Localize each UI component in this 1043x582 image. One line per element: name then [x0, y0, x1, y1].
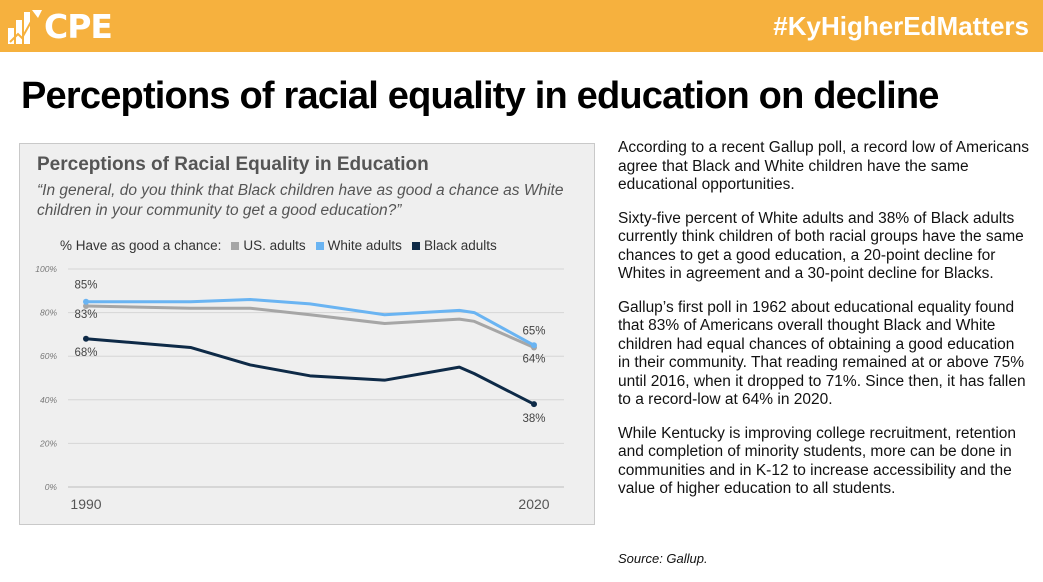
source-note: Source: Gallup.: [618, 551, 708, 566]
page-title: Perceptions of racial equality in educat…: [21, 75, 939, 117]
data-label-black-adults: 38%: [522, 413, 545, 425]
data-label-white-adults: 65%: [522, 325, 545, 337]
chart-panel: Perceptions of Racial Equality in Educat…: [19, 143, 595, 525]
legend-label-black-adults: Black adults: [423, 238, 497, 253]
y-tick-label: 80%: [40, 308, 57, 318]
body-paragraph-3: Gallup’s first poll in 1962 about educat…: [618, 298, 1026, 409]
series-line-black-adults: [85, 337, 535, 406]
data-point-black-adults: [531, 401, 537, 408]
data-point-us-adults: [83, 303, 89, 310]
cpe-logo-icon: [8, 10, 42, 44]
data-point-white-adults: [83, 298, 89, 305]
line-chart: 0% 20% 40% 60% 80% 100% 1990 2020 83% 64% 85% 65% 68…: [35, 264, 564, 512]
data-point-black-adults: [83, 335, 89, 342]
legend-prefix: % Have as good a chance:: [60, 238, 222, 253]
series-line-white-adults: [86, 298, 535, 347]
body-paragraph-1: According to a recent Gallup poll, a rec…: [618, 139, 1029, 193]
logo-text: CPE: [44, 7, 113, 46]
data-label-white-adults: 85%: [74, 280, 97, 292]
chart-title: Perceptions of Racial Equality in Educat…: [37, 154, 429, 175]
data-point-white-adults: [531, 342, 537, 349]
legend-swatch-black-adults: [411, 241, 420, 250]
legend-item-us-adults: US. adults: [231, 238, 306, 253]
legend-label-white-adults: White adults: [327, 238, 402, 253]
legend-item-black-adults: Black adults: [411, 238, 497, 253]
y-tick-label: 100%: [35, 264, 57, 274]
data-label-us-adults: 64%: [522, 353, 545, 365]
data-label-us-adults: 83%: [74, 309, 97, 321]
y-tick-label: 0%: [45, 482, 58, 492]
legend-item-white-adults: White adults: [315, 238, 402, 253]
body-text: According to a recent Gallup poll, a rec…: [618, 139, 1030, 514]
body-paragraph-2: Sixty-five percent of White adults and 3…: [618, 209, 1024, 283]
series-line-us-adults: [85, 304, 535, 349]
x-tick-label: 2020: [518, 496, 549, 512]
chart-subtitle: “In general, do you think that Black chi…: [37, 182, 564, 219]
legend-label-us-adults: US. adults: [243, 238, 306, 253]
body-paragraph-4: While Kentucky is improving college recr…: [618, 424, 1017, 498]
cpe-logo[interactable]: CPE: [8, 6, 113, 48]
y-tick-label: 40%: [40, 395, 57, 405]
x-tick-label: 1990: [70, 496, 101, 512]
legend-swatch-us-adults: [231, 241, 240, 250]
y-tick-label: 60%: [40, 351, 57, 361]
y-tick-label: 20%: [39, 438, 57, 448]
header-bar: CPE #KyHigherEdMatters: [0, 0, 1043, 52]
legend-swatch-white-adults: [315, 241, 324, 250]
hashtag: #KyHigherEdMatters: [773, 11, 1029, 41]
chart-legend: % Have as good a chance: US. adults Whit…: [60, 238, 497, 253]
data-label-black-adults: 68%: [74, 347, 97, 359]
